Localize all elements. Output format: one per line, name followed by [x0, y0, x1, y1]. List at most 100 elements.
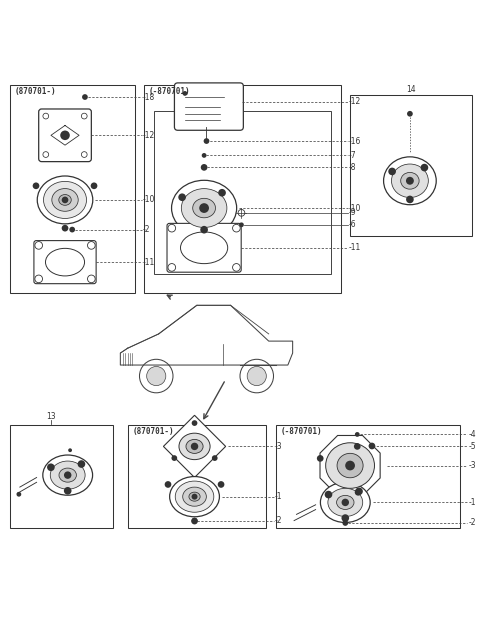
Polygon shape: [320, 435, 380, 495]
Text: -6: -6: [348, 220, 356, 229]
Circle shape: [420, 164, 428, 171]
Circle shape: [60, 131, 70, 140]
Text: -1: -1: [468, 498, 476, 507]
Circle shape: [165, 481, 171, 488]
Circle shape: [33, 182, 39, 189]
Circle shape: [168, 264, 176, 271]
Ellipse shape: [46, 249, 84, 276]
Circle shape: [43, 113, 48, 119]
Ellipse shape: [384, 157, 436, 205]
Circle shape: [342, 520, 348, 526]
Text: -16: -16: [348, 136, 361, 146]
Text: -9: -9: [348, 208, 356, 218]
Circle shape: [240, 360, 274, 393]
Text: (870701-): (870701-): [132, 427, 174, 436]
Circle shape: [168, 224, 176, 232]
Circle shape: [345, 461, 355, 471]
Text: -10: -10: [348, 203, 361, 213]
Circle shape: [78, 460, 85, 468]
Circle shape: [82, 94, 88, 100]
Text: -18: -18: [143, 92, 155, 102]
Circle shape: [218, 189, 226, 197]
Circle shape: [140, 360, 173, 393]
Circle shape: [35, 275, 43, 283]
Text: -7: -7: [348, 151, 356, 160]
Polygon shape: [163, 415, 226, 477]
Circle shape: [317, 455, 324, 462]
Circle shape: [199, 203, 209, 213]
Text: -3: -3: [468, 461, 476, 470]
Circle shape: [82, 152, 87, 157]
Text: -12: -12: [348, 97, 361, 106]
Circle shape: [191, 518, 198, 525]
Text: -11: -11: [143, 258, 155, 267]
Text: -4: -4: [468, 430, 476, 439]
Ellipse shape: [183, 487, 206, 506]
Ellipse shape: [321, 482, 370, 523]
Ellipse shape: [179, 433, 210, 459]
Circle shape: [355, 432, 360, 437]
Ellipse shape: [392, 164, 428, 198]
Circle shape: [233, 224, 240, 232]
Circle shape: [191, 443, 198, 450]
Ellipse shape: [337, 453, 363, 478]
Circle shape: [192, 420, 197, 426]
Circle shape: [64, 487, 72, 495]
Circle shape: [201, 164, 207, 171]
Text: (870701-): (870701-): [15, 87, 57, 97]
Ellipse shape: [43, 455, 93, 495]
Text: -10: -10: [143, 195, 155, 205]
Ellipse shape: [169, 477, 219, 516]
Circle shape: [16, 492, 21, 497]
Circle shape: [238, 210, 245, 216]
Ellipse shape: [336, 495, 354, 510]
Ellipse shape: [328, 489, 363, 516]
Circle shape: [239, 223, 244, 227]
Circle shape: [204, 138, 209, 144]
FancyBboxPatch shape: [39, 109, 91, 162]
FancyBboxPatch shape: [34, 241, 96, 284]
Circle shape: [43, 152, 48, 157]
Circle shape: [200, 226, 208, 234]
Ellipse shape: [181, 188, 227, 228]
FancyBboxPatch shape: [167, 223, 241, 272]
Text: 14: 14: [406, 85, 416, 94]
Circle shape: [47, 464, 55, 471]
Circle shape: [192, 518, 197, 523]
Circle shape: [178, 193, 186, 201]
Circle shape: [218, 481, 225, 488]
Bar: [276, 425, 460, 528]
Circle shape: [68, 448, 72, 452]
Text: -2: -2: [468, 518, 476, 528]
Circle shape: [369, 443, 375, 450]
Ellipse shape: [180, 232, 228, 264]
Text: -12: -12: [143, 131, 155, 140]
Bar: [10, 425, 113, 528]
Text: -5: -5: [468, 442, 476, 451]
Text: -11: -11: [348, 243, 361, 252]
Circle shape: [87, 275, 95, 283]
Circle shape: [64, 471, 72, 479]
Text: -8: -8: [348, 163, 356, 172]
Bar: [10, 85, 135, 293]
Circle shape: [342, 498, 349, 506]
Ellipse shape: [175, 481, 214, 512]
Text: -2: -2: [143, 225, 150, 234]
Circle shape: [247, 366, 266, 386]
Text: -2: -2: [275, 516, 282, 525]
Circle shape: [233, 264, 240, 271]
Circle shape: [192, 494, 197, 500]
Circle shape: [324, 491, 332, 498]
Circle shape: [35, 242, 43, 249]
Ellipse shape: [37, 176, 93, 224]
Circle shape: [406, 196, 414, 203]
Circle shape: [388, 167, 396, 175]
Circle shape: [69, 227, 75, 232]
Circle shape: [91, 182, 97, 189]
Circle shape: [355, 487, 363, 495]
Circle shape: [87, 242, 95, 249]
Circle shape: [61, 225, 68, 231]
Circle shape: [354, 443, 360, 449]
Text: 13: 13: [47, 412, 56, 421]
Ellipse shape: [325, 443, 374, 489]
